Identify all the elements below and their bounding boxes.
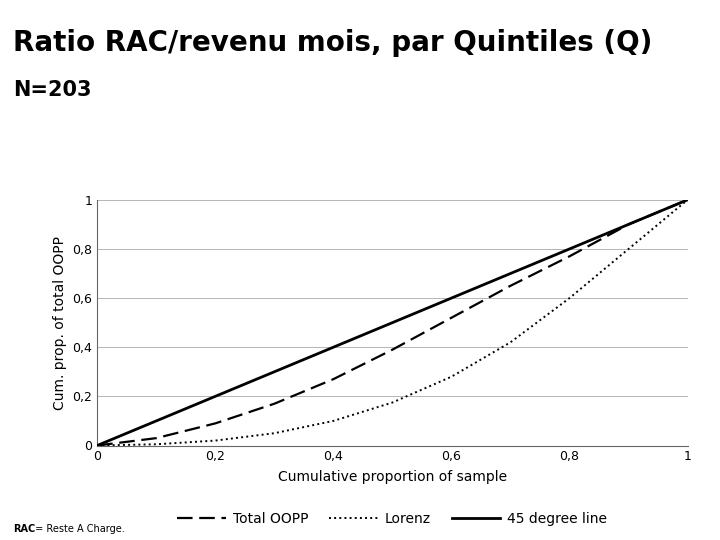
Text: 16: 16 — [692, 7, 711, 21]
Legend: Total OOPP, Lorenz, 45 degree line: Total OOPP, Lorenz, 45 degree line — [172, 507, 613, 531]
Y-axis label: Cum. prop. of total OOPP: Cum. prop. of total OOPP — [53, 235, 67, 410]
X-axis label: Cumulative proportion of sample: Cumulative proportion of sample — [278, 470, 507, 484]
Text: N=203: N=203 — [13, 80, 91, 100]
Text: RAC: RAC — [13, 523, 35, 534]
Text: = Reste A Charge.: = Reste A Charge. — [32, 523, 125, 534]
Text: Figure 2: Concentration curve for total out-of-pocket payments.: Figure 2: Concentration curve for total … — [9, 9, 318, 19]
Text: Ratio RAC/revenu mois, par Quintiles (Q): Ratio RAC/revenu mois, par Quintiles (Q) — [13, 29, 652, 57]
